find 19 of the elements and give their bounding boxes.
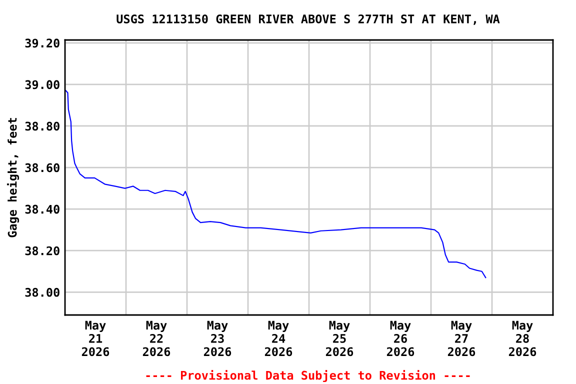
x-tick-label: May 21 2026 xyxy=(82,320,110,356)
chart-title: USGS 12113150 GREEN RIVER ABOVE S 277TH ST AT KENT, WA xyxy=(116,14,500,25)
text: ---- Provisional Data Subject to Revision ---- xyxy=(146,370,470,382)
y-tick-label: 38.40 xyxy=(25,204,60,214)
y-tick-label: 38.80 xyxy=(25,122,60,131)
x-tick-label: May 24 2026 xyxy=(264,320,292,356)
x-tick-label: May 27 2026 xyxy=(448,320,476,356)
x-tick-label: May 23 2026 xyxy=(204,320,232,356)
line-series xyxy=(65,90,486,278)
y-tick-label: 38.20 xyxy=(25,246,60,256)
y-axis-title: Gage height, feet xyxy=(6,118,20,238)
y-tick-label: 39.00 xyxy=(25,80,60,90)
y-tick-label: 39.20 xyxy=(25,38,60,48)
y-tick-label: 38.60 xyxy=(25,163,60,172)
x-tick-label: May 28 2026 xyxy=(508,320,536,356)
y-tick-label: 38.00 xyxy=(25,288,60,297)
x-tick-label: May 26 2026 xyxy=(386,320,414,356)
x-tick-label: May 22 2026 xyxy=(142,320,170,356)
x-tick-label: May 25 2026 xyxy=(326,320,354,356)
